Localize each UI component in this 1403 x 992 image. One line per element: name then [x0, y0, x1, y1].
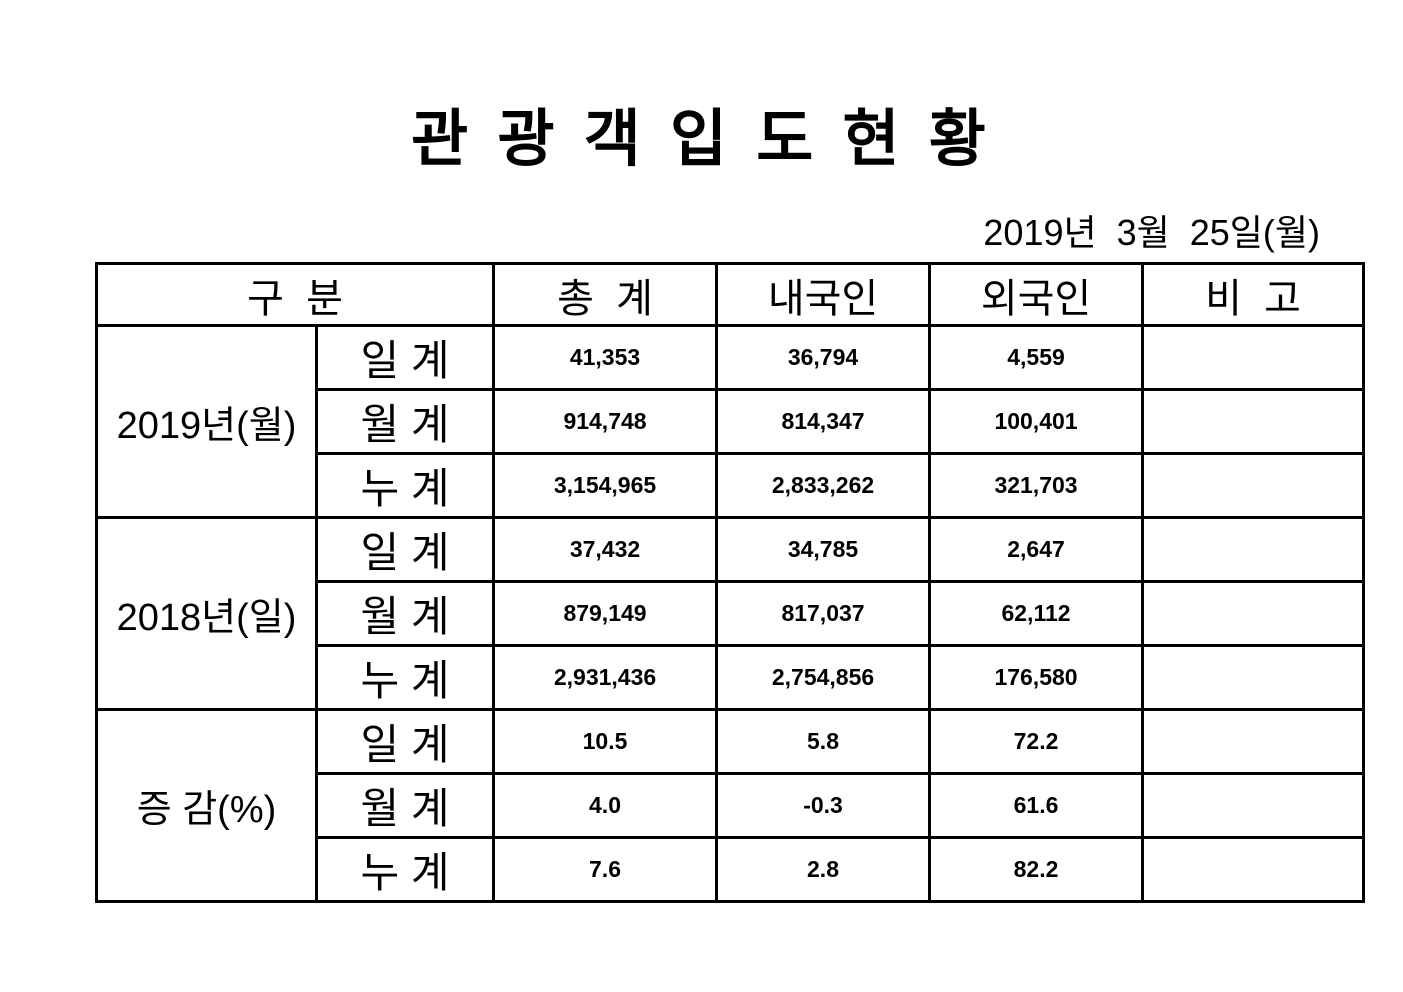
foreign-value: 62,112	[928, 580, 1145, 647]
report-date: 2019년 3월 25일(월)	[983, 212, 1320, 253]
table-row: 월 계 914,748 814,347 100,401	[97, 388, 1366, 455]
group-label-2018: 2018년(일)	[95, 516, 318, 711]
row-label-monthly: 월 계	[314, 580, 496, 647]
table-row: 누 계 2,931,436 2,754,856 176,580	[97, 644, 1366, 711]
group-label-change-pct: 증 감(%)	[95, 708, 318, 903]
remarks-cell	[1141, 452, 1366, 519]
remarks-cell	[1141, 708, 1366, 775]
table-row: 증 감(%) 일 계 10.5 5.8 72.2	[95, 708, 1366, 903]
total-value: 4.0	[492, 772, 719, 839]
table-row: 월 계 4.0 -0.3 61.6	[97, 772, 1366, 839]
foreign-value: 61.6	[928, 772, 1145, 839]
total-value: 10.5	[492, 708, 719, 775]
domestic-value: 36,794	[715, 324, 932, 391]
domestic-value: 2,833,262	[715, 452, 932, 519]
domestic-value: 2.8	[715, 836, 932, 903]
total-value: 879,149	[492, 580, 719, 647]
total-value: 7.6	[492, 836, 719, 903]
foreign-value: 100,401	[928, 388, 1145, 455]
remarks-cell	[1141, 388, 1366, 455]
table-row: 누 계 7.6 2.8 82.2	[97, 836, 1366, 903]
col-header-remarks: 비 고	[1141, 262, 1366, 327]
domestic-value: 34,785	[715, 516, 932, 583]
remarks-cell	[1141, 644, 1366, 711]
foreign-value: 72.2	[928, 708, 1145, 775]
foreign-value: 82.2	[928, 836, 1145, 903]
total-value: 2,931,436	[492, 644, 719, 711]
col-header-domestic: 내국인	[715, 262, 932, 327]
foreign-value: 176,580	[928, 644, 1145, 711]
row-label-cumulative: 누 계	[314, 452, 496, 519]
domestic-value: 814,347	[715, 388, 932, 455]
domestic-value: 817,037	[715, 580, 932, 647]
col-header-foreign: 외국인	[928, 262, 1145, 327]
row-label-daily: 일 계	[314, 516, 496, 583]
group-label-2019: 2019년(월)	[95, 324, 318, 519]
foreign-value: 321,703	[928, 452, 1145, 519]
total-value: 3,154,965	[492, 452, 719, 519]
remarks-cell	[1141, 324, 1366, 391]
row-label-cumulative: 누 계	[314, 836, 496, 903]
foreign-value: 2,647	[928, 516, 1145, 583]
row-label-daily: 일 계	[314, 708, 496, 775]
table-row: 2018년(일) 일 계 37,432 34,785 2,647	[95, 516, 1366, 711]
table-row: 누 계 3,154,965 2,833,262 321,703	[97, 452, 1366, 519]
row-label-cumulative: 누 계	[314, 644, 496, 711]
remarks-cell	[1141, 580, 1366, 647]
table-row: 월 계 879,149 817,037 62,112	[97, 580, 1366, 647]
row-label-daily: 일 계	[314, 324, 496, 391]
domestic-value: 2,754,856	[715, 644, 932, 711]
domestic-value: -0.3	[715, 772, 932, 839]
remarks-cell	[1141, 836, 1366, 903]
table-header-row: 구 분 총 계 내국인 외국인 비 고	[94, 262, 1366, 327]
total-value: 37,432	[492, 516, 719, 583]
foreign-value: 4,559	[928, 324, 1145, 391]
table-row: 2019년(월) 일 계 41,353 36,794 4,559	[95, 324, 1366, 519]
remarks-cell	[1141, 516, 1366, 583]
page-title: 관 광 객 입 도 현 황	[411, 105, 992, 174]
tourist-arrival-table: 구 분 총 계 내국인 외국인 비 고 2019년(월) 일 계 41,353 …	[94, 262, 1366, 903]
remarks-cell	[1141, 772, 1366, 839]
col-header-total: 총 계	[492, 262, 719, 327]
total-value: 914,748	[492, 388, 719, 455]
row-label-monthly: 월 계	[314, 772, 496, 839]
row-label-monthly: 월 계	[314, 388, 496, 455]
domestic-value: 5.8	[715, 708, 932, 775]
total-value: 41,353	[492, 324, 719, 391]
col-header-category: 구 분	[94, 262, 496, 327]
